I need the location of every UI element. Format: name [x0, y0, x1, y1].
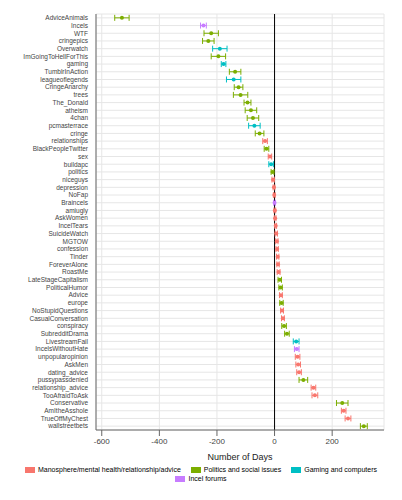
svg-text:atheism: atheism — [65, 107, 88, 114]
svg-text:SuicideWatch: SuicideWatch — [49, 230, 89, 237]
svg-text:NoStupidQuestions: NoStupidQuestions — [32, 306, 88, 314]
svg-text:SubredditDrama: SubredditDrama — [41, 330, 89, 337]
svg-text:AdviceAnimals: AdviceAnimals — [45, 14, 88, 21]
svg-text:200: 200 — [325, 437, 339, 446]
svg-text:cringepics: cringepics — [58, 37, 88, 45]
svg-text:CasualConversation: CasualConversation — [29, 315, 88, 322]
svg-text:LivestreamFail: LivestreamFail — [46, 338, 89, 345]
html-text:Politics and social issues: Politics and social issues — [203, 466, 282, 473]
svg-text:-400: -400 — [151, 437, 168, 446]
svg-text:BlackPeopleTwitter: BlackPeopleTwitter — [32, 145, 88, 153]
html-text:Gaming and computers: Gaming and computers — [304, 466, 377, 473]
svg-text:Overwatch: Overwatch — [57, 45, 88, 52]
svg-text:AskMen: AskMen — [65, 361, 89, 368]
svg-text:Conservative: Conservative — [50, 399, 88, 406]
svg-text:leagueoflegends: leagueoflegends — [40, 75, 88, 83]
svg-text:TrueOffMyChest: TrueOffMyChest — [40, 414, 88, 422]
svg-text:pcmasterrace: pcmasterrace — [48, 122, 88, 129]
svg-text:dating_advice: dating_advice — [47, 368, 88, 376]
svg-text:Braincels: Braincels — [61, 199, 88, 206]
svg-text:trees: trees — [74, 91, 89, 98]
svg-text:politics: politics — [68, 168, 88, 176]
svg-text:sex: sex — [78, 153, 89, 160]
svg-text:Number of Days: Number of Days — [207, 452, 273, 462]
svg-text:-600: -600 — [94, 437, 111, 446]
svg-text:RoastMe: RoastMe — [62, 268, 88, 275]
svg-text:TumblrInAction: TumblrInAction — [45, 68, 89, 75]
svg-text:wallstreetbets: wallstreetbets — [47, 422, 88, 429]
svg-text:IncelTears: IncelTears — [58, 222, 88, 229]
svg-text:CringeAnarchy: CringeAnarchy — [45, 83, 88, 91]
svg-text:Tinder: Tinder — [70, 253, 89, 260]
svg-text:europe: europe — [67, 299, 88, 307]
svg-text:cringe: cringe — [70, 129, 88, 137]
svg-text:AskWomen: AskWomen — [55, 214, 88, 221]
svg-text:-200: -200 — [209, 437, 226, 446]
svg-text:LateStageCapitalism: LateStageCapitalism — [28, 276, 88, 284]
svg-text:PoliticalHumor: PoliticalHumor — [46, 284, 89, 291]
svg-text:IncelsWithoutHate: IncelsWithoutHate — [35, 345, 88, 352]
svg-text:confession: confession — [57, 245, 88, 252]
svg-text:0: 0 — [272, 437, 277, 446]
svg-text:Incels: Incels — [71, 22, 89, 29]
svg-text:relationship_advice: relationship_advice — [32, 383, 88, 391]
html-text:Manosphere/mental health/relat: Manosphere/mental health/relationship/ad… — [38, 466, 181, 473]
svg-text:TooAfraidToAsk: TooAfraidToAsk — [43, 392, 89, 399]
svg-text:niceguys: niceguys — [62, 175, 88, 183]
svg-text:depression: depression — [56, 183, 88, 191]
svg-text:relationships: relationships — [51, 137, 88, 145]
svg-text:conspiracy: conspiracy — [56, 322, 88, 330]
svg-text:amiugly: amiugly — [65, 206, 88, 214]
svg-text:WTF: WTF — [74, 30, 88, 37]
svg-text:Advice: Advice — [68, 291, 88, 298]
svg-text:4chan: 4chan — [70, 114, 88, 121]
svg-text:ImGoingToHellForThis: ImGoingToHellForThis — [23, 52, 88, 60]
svg-text:unpopularopinion: unpopularopinion — [38, 353, 88, 361]
svg-text:buildapc: buildapc — [63, 160, 88, 168]
svg-text:NoFap: NoFap — [68, 191, 88, 199]
svg-text:The_Donald: The_Donald — [52, 98, 88, 106]
html-text:Incel forums: Incel forums — [188, 475, 227, 482]
svg-text:AmItheAsshole: AmItheAsshole — [44, 407, 88, 414]
svg-text:ForeverAlone: ForeverAlone — [49, 261, 88, 268]
svg-text:gaming: gaming — [66, 60, 88, 68]
svg-text:pussypassdenied: pussypassdenied — [37, 376, 88, 384]
svg-text:MGTOW: MGTOW — [62, 238, 88, 245]
